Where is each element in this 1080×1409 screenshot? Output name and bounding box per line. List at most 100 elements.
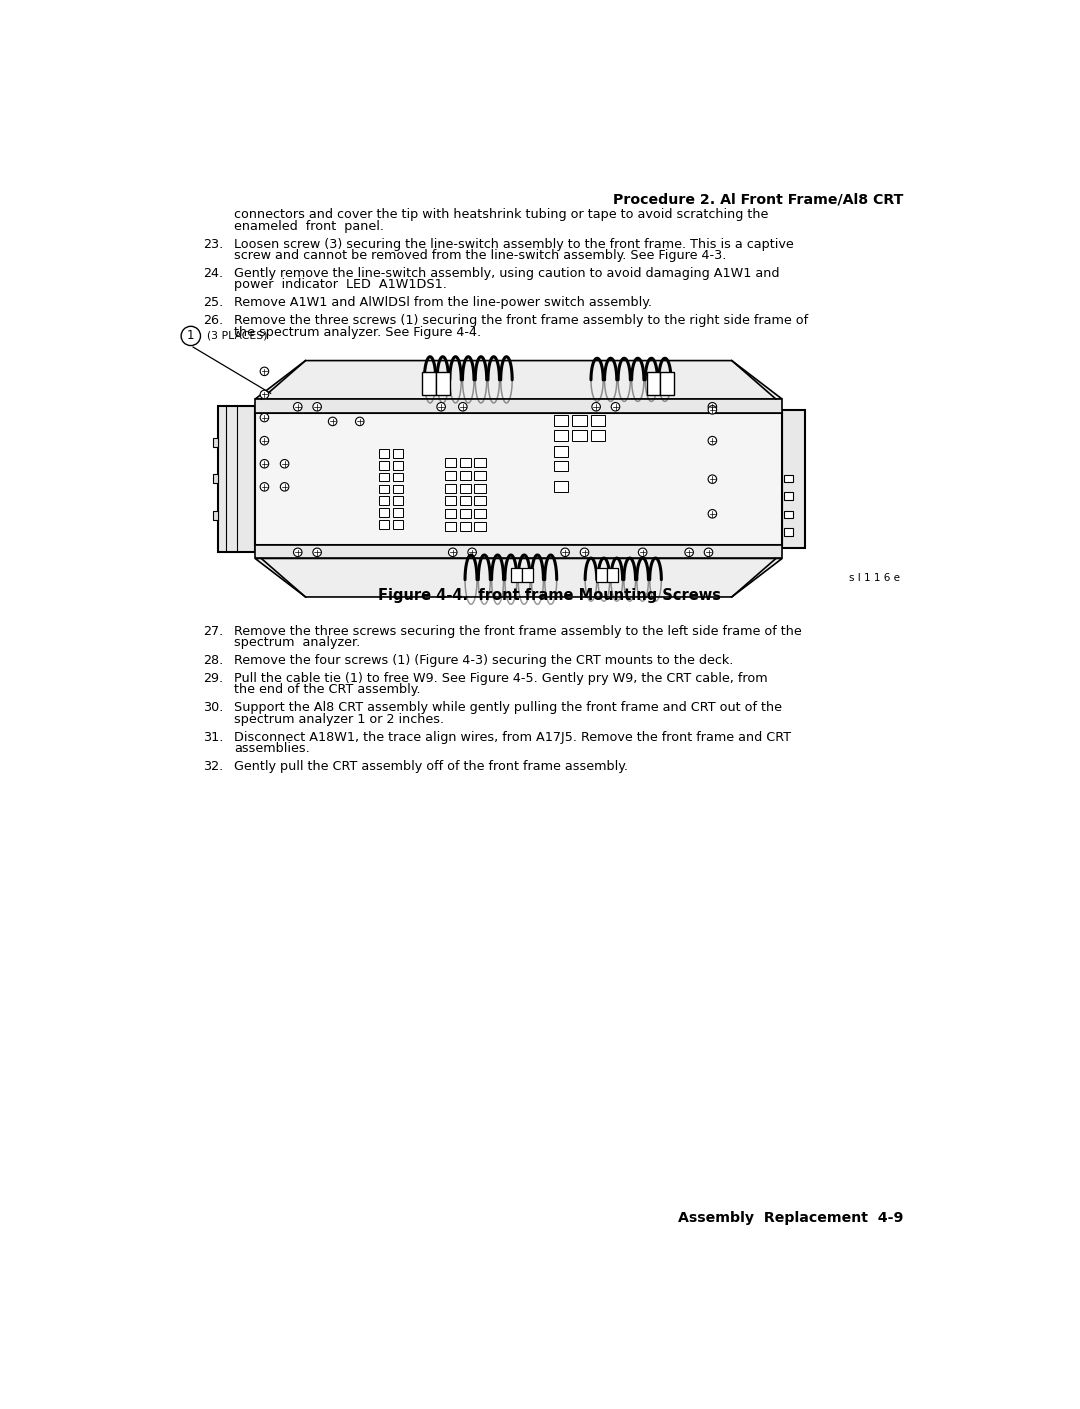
Bar xyxy=(474,496,486,506)
Text: connectors and cover the tip with heatshrink tubing or tape to avoid scratching : connectors and cover the tip with heatsh… xyxy=(234,209,769,221)
Circle shape xyxy=(281,459,288,468)
Circle shape xyxy=(592,403,600,411)
Text: the spectrum analyzer. See Figure 4-4.: the spectrum analyzer. See Figure 4-4. xyxy=(234,325,482,338)
Circle shape xyxy=(708,475,717,483)
Bar xyxy=(784,475,793,482)
Bar xyxy=(474,471,486,480)
Bar xyxy=(554,461,568,472)
Bar xyxy=(474,509,486,519)
Text: 31.: 31. xyxy=(203,731,224,744)
Circle shape xyxy=(437,403,445,411)
Text: 1: 1 xyxy=(187,330,194,342)
Text: Support the Al8 CRT assembly while gently pulling the front frame and CRT out of: Support the Al8 CRT assembly while gentl… xyxy=(234,702,782,714)
Text: 28.: 28. xyxy=(203,654,224,666)
Text: power  indicator  LED  A1W1DS1.: power indicator LED A1W1DS1. xyxy=(234,279,447,292)
Circle shape xyxy=(580,548,589,557)
Text: Assembly  Replacement  4-9: Assembly Replacement 4-9 xyxy=(678,1210,904,1224)
Bar xyxy=(460,521,471,531)
Bar xyxy=(445,496,456,506)
Bar xyxy=(393,448,403,458)
Circle shape xyxy=(468,548,476,557)
Bar xyxy=(393,496,403,506)
Text: Remove the three screws (1) securing the front frame assembly to the right side : Remove the three screws (1) securing the… xyxy=(234,314,808,327)
Bar xyxy=(393,485,403,493)
Circle shape xyxy=(328,417,337,426)
Bar xyxy=(474,483,486,493)
Bar xyxy=(647,372,661,396)
Text: the end of the CRT assembly.: the end of the CRT assembly. xyxy=(234,683,421,696)
Bar xyxy=(445,458,456,468)
Circle shape xyxy=(704,548,713,557)
Bar xyxy=(474,521,486,531)
Text: Disconnect A18W1, the trace align wires, from A17J5. Remove the front frame and : Disconnect A18W1, the trace align wires,… xyxy=(234,731,792,744)
Text: Loosen screw (3) securing the line-switch assembly to the front frame. This is a: Loosen screw (3) securing the line-switc… xyxy=(234,238,794,251)
Bar xyxy=(379,472,389,482)
Text: (3 PLACES): (3 PLACES) xyxy=(206,331,267,341)
Bar xyxy=(572,430,586,441)
Text: 29.: 29. xyxy=(203,672,224,685)
Bar xyxy=(445,483,456,493)
Text: enameled  front  panel.: enameled front panel. xyxy=(234,220,384,232)
Bar xyxy=(460,483,471,493)
Bar xyxy=(460,458,471,468)
Bar xyxy=(784,492,793,500)
Bar xyxy=(255,413,782,545)
Bar xyxy=(255,545,782,558)
Text: Gently pull the CRT assembly off of the front frame assembly.: Gently pull the CRT assembly off of the … xyxy=(234,759,629,774)
Circle shape xyxy=(459,403,467,411)
Text: 23.: 23. xyxy=(203,238,224,251)
Text: Pull the cable tie (1) to free W9. See Figure 4-5. Gently pry W9, the CRT cable,: Pull the cable tie (1) to free W9. See F… xyxy=(234,672,768,685)
Text: 24.: 24. xyxy=(203,268,224,280)
Text: Gently remove the line-switch assembly, using caution to avoid damaging A1W1 and: Gently remove the line-switch assembly, … xyxy=(234,268,780,280)
Bar xyxy=(393,520,403,530)
Circle shape xyxy=(448,548,457,557)
Bar xyxy=(379,461,389,469)
Text: 25.: 25. xyxy=(203,296,224,310)
Bar xyxy=(445,521,456,531)
Bar xyxy=(213,510,218,520)
Circle shape xyxy=(313,548,322,557)
Bar xyxy=(782,410,806,548)
Bar xyxy=(554,447,568,457)
Text: s l 1 1 6 e: s l 1 1 6 e xyxy=(849,573,900,583)
Circle shape xyxy=(313,403,322,411)
Circle shape xyxy=(260,437,269,445)
Bar xyxy=(393,461,403,469)
Circle shape xyxy=(708,437,717,445)
Bar xyxy=(218,406,255,551)
Bar xyxy=(460,509,471,519)
Bar xyxy=(591,416,606,426)
Bar xyxy=(379,520,389,530)
Bar xyxy=(445,509,456,519)
Text: screw and cannot be removed from the line-switch assembly. See Figure 4-3.: screw and cannot be removed from the lin… xyxy=(234,249,727,262)
Bar xyxy=(554,482,568,492)
Bar xyxy=(255,399,782,413)
Bar xyxy=(554,416,568,426)
Bar xyxy=(379,485,389,493)
Circle shape xyxy=(260,459,269,468)
Bar xyxy=(393,472,403,482)
Circle shape xyxy=(638,548,647,557)
Text: Figure 4-4.  front frame Mounting Screws: Figure 4-4. front frame Mounting Screws xyxy=(378,589,721,603)
Bar xyxy=(522,568,532,582)
Bar xyxy=(607,568,618,582)
Polygon shape xyxy=(255,558,782,597)
Bar xyxy=(474,458,486,468)
Circle shape xyxy=(355,417,364,426)
Text: spectrum analyzer 1 or 2 inches.: spectrum analyzer 1 or 2 inches. xyxy=(234,713,444,726)
Circle shape xyxy=(708,406,717,414)
Bar xyxy=(572,416,586,426)
Circle shape xyxy=(260,390,269,399)
Bar xyxy=(379,509,389,517)
Bar xyxy=(460,471,471,480)
Bar xyxy=(460,496,471,506)
Circle shape xyxy=(260,483,269,492)
Circle shape xyxy=(708,510,717,519)
Text: Remove the three screws securing the front frame assembly to the left side frame: Remove the three screws securing the fro… xyxy=(234,624,802,638)
Text: 32.: 32. xyxy=(203,759,224,774)
Bar xyxy=(591,430,606,441)
Bar xyxy=(511,568,522,582)
Circle shape xyxy=(611,403,620,411)
Circle shape xyxy=(281,483,288,492)
Bar xyxy=(554,430,568,441)
